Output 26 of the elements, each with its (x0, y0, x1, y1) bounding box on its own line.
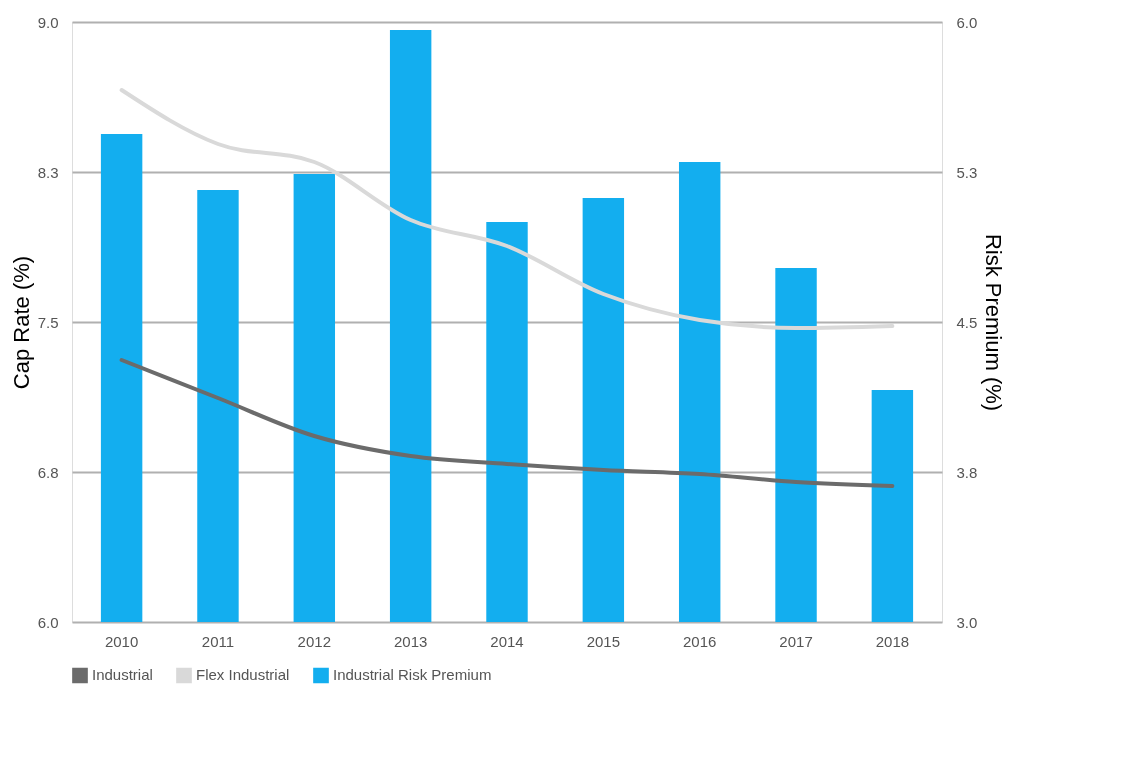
legend-label: Industrial Risk Premium (333, 666, 492, 684)
x-tick-label: 2013 (393, 632, 428, 650)
legend-label: Flex Industrial (196, 666, 290, 684)
x-tick-label: 2016 (683, 632, 717, 650)
y2-axis-title: Risk Premium (%) (981, 233, 1007, 412)
y2-tick-label: 4.5 (956, 313, 978, 331)
x-tick-label: 2018 (875, 632, 910, 650)
y-tick-label: 6.8 (37, 463, 59, 481)
x-tick-label: 2010 (104, 632, 139, 650)
y-tick-label: 8.3 (37, 163, 59, 181)
y2-tick-label: 6.0 (956, 13, 978, 31)
line-series (119, 88, 895, 330)
x-tick-label: 2014 (490, 632, 524, 650)
line-series (119, 358, 895, 488)
x-tick-label: 2011 (201, 632, 235, 650)
y-axis-title: Cap Rate (%) (8, 255, 34, 390)
y2-tick-label: 5.3 (956, 163, 978, 181)
x-tick-label: 2015 (586, 632, 621, 650)
y2-tick-label: 3.8 (956, 463, 978, 481)
y-tick-label: 9.0 (37, 13, 59, 31)
x-tick-label: 2012 (297, 632, 331, 650)
y-tick-label: 6.0 (37, 613, 59, 631)
y-tick-label: 7.5 (37, 313, 59, 331)
y2-tick-label: 3.0 (956, 613, 978, 631)
x-tick-label: 2017 (779, 632, 813, 650)
legend-label: Industrial (92, 666, 153, 684)
